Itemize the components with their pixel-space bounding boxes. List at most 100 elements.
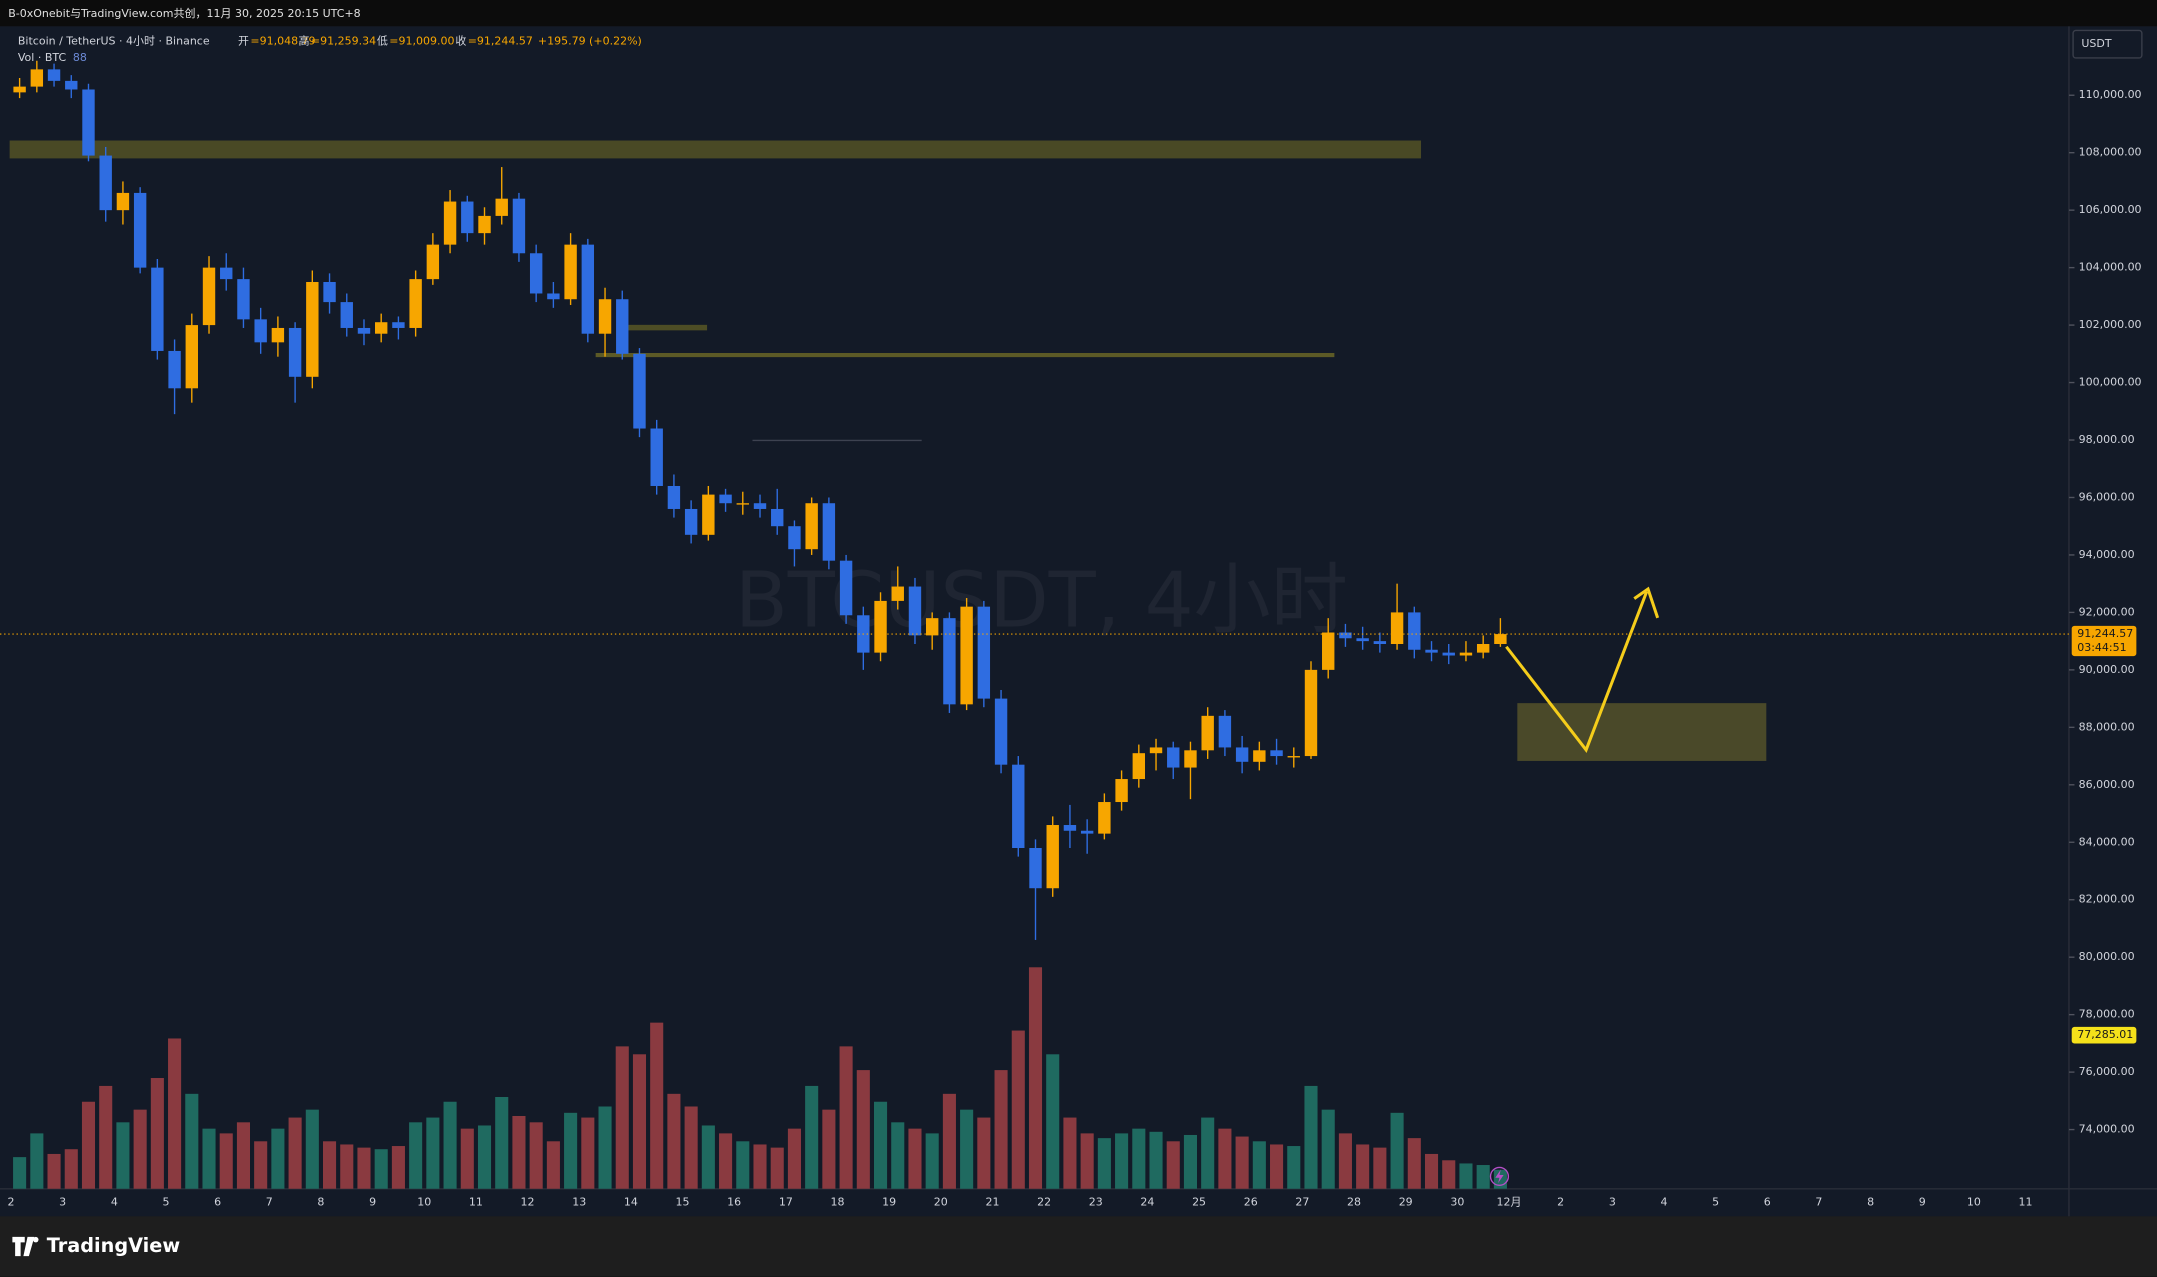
legend-value: =91,009.00: [389, 34, 454, 47]
legend-value: =91,048.79: [250, 34, 315, 47]
lightning-icon[interactable]: [1489, 1166, 1510, 1187]
candle-body: [1167, 747, 1180, 768]
volume-bar: [64, 1149, 78, 1189]
volume-bar: [1252, 1141, 1266, 1189]
candle-body: [1115, 779, 1128, 803]
x-tick-label: 7: [266, 1196, 273, 1209]
candle-body: [254, 319, 267, 343]
x-tick-label: 15: [676, 1196, 690, 1209]
candle-body: [581, 244, 595, 334]
x-tick-label: 10: [1967, 1196, 1981, 1209]
x-tick-label: 7: [1815, 1196, 1822, 1209]
volume-bar: [305, 1109, 319, 1189]
volume-bar: [839, 1046, 853, 1189]
volume-bar: [546, 1141, 560, 1189]
volume-bar: [856, 1070, 870, 1189]
y-tick-label: 74,000.00: [2079, 1123, 2135, 1136]
candle-body: [1390, 612, 1404, 645]
volume-bar: [1459, 1163, 1473, 1189]
volume-badge: 88: [73, 51, 87, 64]
volume-bar: [684, 1106, 698, 1189]
x-tick-label: 28: [1347, 1196, 1361, 1209]
countdown: 03:44:51: [2077, 641, 2126, 654]
volume-bar: [288, 1117, 302, 1189]
volume-bar: [632, 1054, 647, 1189]
volume-bar: [1063, 1117, 1077, 1189]
y-tick-label: 100,000.00: [2079, 376, 2142, 389]
top-bar: [0, 0, 2157, 27]
candle-body: [908, 586, 922, 636]
candle-body: [99, 155, 112, 211]
candle-body: [616, 299, 629, 354]
x-tick-label: 2: [8, 1196, 15, 1209]
candle-body: [529, 253, 543, 294]
candle-body: [1373, 641, 1387, 645]
brand-logo: [12, 1236, 35, 1257]
x-tick-label: 19: [882, 1196, 896, 1209]
volume-bar: [667, 1093, 681, 1189]
x-tick-label: 10: [417, 1196, 431, 1209]
volume-bar: [1046, 1054, 1060, 1189]
projection-arrow: [1505, 591, 1649, 753]
x-tick-label: 2: [1557, 1196, 1564, 1209]
volume-bar: [81, 1101, 96, 1189]
candle-body: [13, 86, 26, 93]
volume-bar: [701, 1125, 715, 1189]
volume-bar: [1011, 1030, 1025, 1189]
candle-body: [375, 322, 388, 334]
currency[interactable]: USDT: [2081, 37, 2112, 50]
candle-body: [1476, 644, 1490, 653]
volume-bar: [1132, 1128, 1146, 1189]
candle-body: [1201, 715, 1214, 751]
candle-body: [168, 350, 181, 389]
y-tick-label: 106,000.00: [2079, 203, 2142, 216]
volume-bar: [1201, 1117, 1215, 1189]
candle-body: [1287, 756, 1300, 758]
candle-body: [1253, 750, 1266, 762]
volume-bar: [30, 1133, 44, 1189]
volume-bar: [340, 1144, 354, 1189]
volume-bar: [133, 1109, 147, 1189]
candle-body: [151, 267, 164, 351]
candle-body: [702, 494, 715, 535]
volume-bar: [460, 1128, 474, 1189]
candle-body: [719, 494, 732, 504]
x-tick-label: 4: [111, 1196, 118, 1209]
candle-body: [185, 325, 198, 389]
volume-bar: [254, 1141, 268, 1189]
volume-bar: [1183, 1134, 1198, 1189]
volume-bar: [150, 1078, 164, 1189]
x-tick-label: 6: [1764, 1196, 1771, 1209]
candle-body: [667, 485, 681, 509]
volume-bar: [512, 1115, 526, 1189]
candle-body: [495, 198, 508, 216]
x-tick-label: 5: [162, 1196, 169, 1209]
volume-bar: [598, 1106, 612, 1189]
y-tick-label: 104,000.00: [2079, 261, 2142, 274]
volume-bar: [719, 1133, 733, 1189]
candle-body: [323, 281, 336, 303]
volume-bar: [994, 1070, 1008, 1189]
candle-body: [1408, 612, 1421, 650]
volume-bar: [1407, 1138, 1421, 1189]
x-tick-label: 16: [727, 1196, 741, 1209]
volume-bar: [495, 1097, 509, 1189]
candle-body: [392, 322, 405, 328]
volume-bar: [1338, 1133, 1352, 1189]
volume-bar: [168, 1038, 182, 1189]
candle-body: [788, 526, 801, 550]
volume-bar: [650, 1022, 664, 1189]
volume-bar: [1321, 1109, 1335, 1189]
volume-bar: [960, 1109, 974, 1189]
currency-box[interactable]: [2072, 29, 2143, 59]
y-tick-label: 86,000.00: [2079, 778, 2135, 791]
y-tick-label: 82,000.00: [2079, 893, 2135, 906]
x-tick-label: 29: [1399, 1196, 1413, 1209]
x-tick-label: 21: [985, 1196, 999, 1209]
y-tick-label: 88,000.00: [2079, 720, 2135, 733]
candle-body: [461, 201, 474, 234]
candle-body: [288, 327, 302, 377]
candle-body: [82, 89, 95, 156]
